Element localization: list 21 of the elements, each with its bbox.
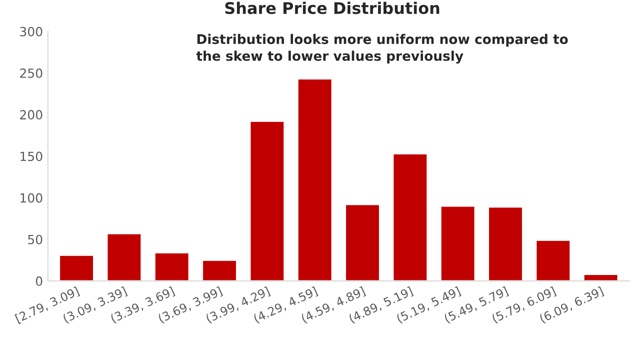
bar bbox=[106, 232, 142, 281]
bar bbox=[582, 274, 619, 281]
bar bbox=[249, 120, 286, 281]
y-tick-label: 200 bbox=[20, 110, 42, 120]
bar bbox=[535, 239, 572, 281]
y-tick-label: 250 bbox=[20, 68, 42, 78]
bar bbox=[440, 205, 476, 281]
bar bbox=[58, 254, 94, 281]
y-tick-label: 100 bbox=[20, 193, 42, 203]
y-tick-label: 50 bbox=[28, 234, 42, 244]
bar bbox=[344, 204, 380, 281]
bar bbox=[296, 78, 333, 281]
bar bbox=[488, 206, 524, 281]
bar bbox=[154, 252, 190, 281]
bar bbox=[392, 152, 428, 281]
y-tick-label: 0 bbox=[36, 276, 42, 286]
y-tick-label: 150 bbox=[20, 152, 42, 162]
bar bbox=[202, 259, 238, 281]
chart-title: Share Price Distribution bbox=[225, 2, 440, 14]
y-tick-label: 300 bbox=[20, 26, 42, 36]
annotation: Distribution looks more uniform now compared to the skew to lower values previously bbox=[196, 34, 568, 64]
